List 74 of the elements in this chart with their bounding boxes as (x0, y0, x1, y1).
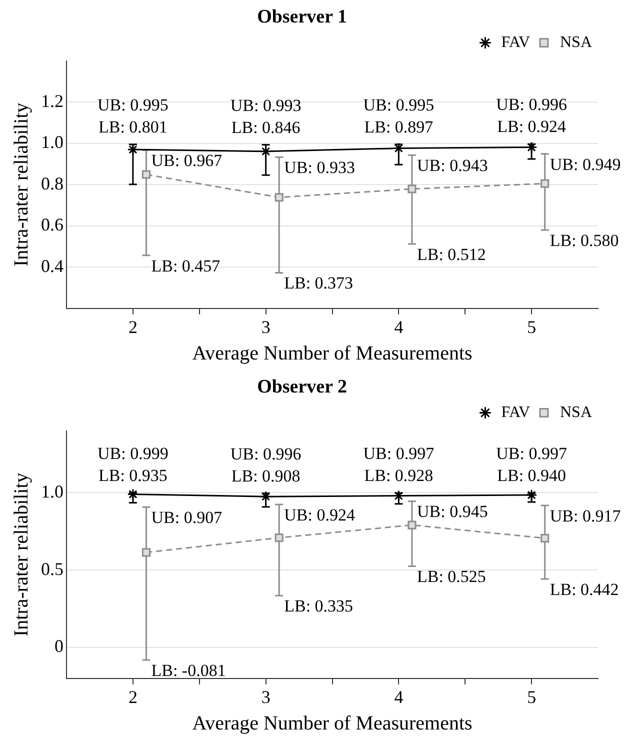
x-tick-label: 5 (527, 686, 536, 707)
annotation: LB: 0.801 (98, 117, 168, 136)
x-axis-title: Average Number of Measurements (192, 712, 473, 734)
annotation: UB: 0.996 (230, 444, 302, 464)
legend-label: NSA (560, 404, 592, 422)
y-tick-label: 0.6 (41, 214, 64, 235)
x-tick-label: 4 (394, 316, 404, 337)
y-axis-title: Intra-rater reliability (10, 472, 32, 637)
annotation: UB: 0.949 (550, 154, 621, 174)
point (408, 184, 416, 194)
point (526, 142, 538, 154)
annotation: UB: 0.943 (416, 156, 488, 176)
x-tick-label: 5 (527, 316, 536, 337)
annotation: LB: 0.928 (364, 466, 434, 486)
legend-label: FAV (501, 404, 530, 422)
point (408, 520, 416, 530)
y-tick-label: 0 (54, 636, 64, 656)
x-tick-label: 2 (128, 686, 138, 707)
x-tick-label: 3 (261, 316, 270, 337)
chart-title: Observer 2 (257, 376, 347, 398)
point (260, 490, 272, 502)
point (127, 488, 139, 500)
annotation: UB: 0.967 (151, 151, 223, 170)
annotation: UB: 0.999 (98, 444, 168, 463)
y-axis-title: Intra-rater reliability (10, 102, 32, 267)
annotation: LB: -0.081 (151, 660, 226, 680)
x-tick-label: 2 (128, 316, 138, 337)
point (274, 533, 284, 542)
annotation: LB: 0.897 (364, 117, 434, 136)
y-tick-label: 1.0 (41, 132, 64, 152)
point (274, 193, 284, 202)
annotation: UB: 0.995 (363, 95, 434, 114)
annotation: UB: 0.993 (230, 96, 302, 115)
y-tick-label: 1.2 (41, 90, 64, 111)
x-tick-label: 4 (394, 686, 404, 707)
point (392, 490, 404, 502)
annotation: LB: 0.512 (416, 245, 486, 264)
annotation: LB: 0.373 (284, 274, 354, 293)
annotation: UB: 0.996 (496, 95, 567, 114)
point (526, 489, 538, 501)
point (540, 179, 550, 188)
point (142, 548, 151, 557)
y-tick-label: 0.5 (41, 558, 64, 579)
legend-label: FAV (501, 34, 530, 52)
annotation: UB: 0.997 (496, 444, 568, 464)
annotation: LB: 0.846 (231, 118, 300, 137)
annotation: LB: 0.457 (151, 256, 221, 276)
annotation: UB: 0.995 (98, 95, 168, 114)
annotation: LB: 0.442 (550, 580, 619, 600)
point (540, 534, 550, 542)
point (260, 146, 272, 158)
point (127, 144, 139, 156)
annotation: LB: 0.335 (284, 596, 354, 616)
y-tick-label: 0.8 (41, 173, 64, 194)
annotation: LB: 0.580 (550, 230, 619, 250)
annotation: UB: 0.917 (550, 506, 622, 526)
legend-label: NSA (560, 34, 592, 52)
point (392, 142, 404, 154)
annotation: UB: 0.907 (151, 508, 223, 528)
annotation: UB: 0.924 (284, 505, 356, 524)
annotation: UB: 0.933 (284, 158, 355, 178)
chart-title: Observer 1 (257, 6, 347, 28)
annotation: UB: 0.945 (416, 502, 488, 522)
x-axis-title: Average Number of Measurements (192, 342, 473, 364)
annotation: LB: 0.935 (98, 466, 168, 485)
x-tick-label: 3 (261, 686, 270, 707)
annotation: LB: 0.908 (231, 466, 300, 486)
annotation: UB: 0.997 (363, 444, 435, 464)
y-tick-label: 0.4 (41, 256, 64, 276)
y-tick-label: 1.0 (41, 481, 64, 502)
annotation: LB: 0.924 (497, 117, 567, 136)
annotation: LB: 0.940 (497, 466, 566, 486)
annotation: LB: 0.525 (416, 567, 486, 586)
point (142, 170, 151, 179)
